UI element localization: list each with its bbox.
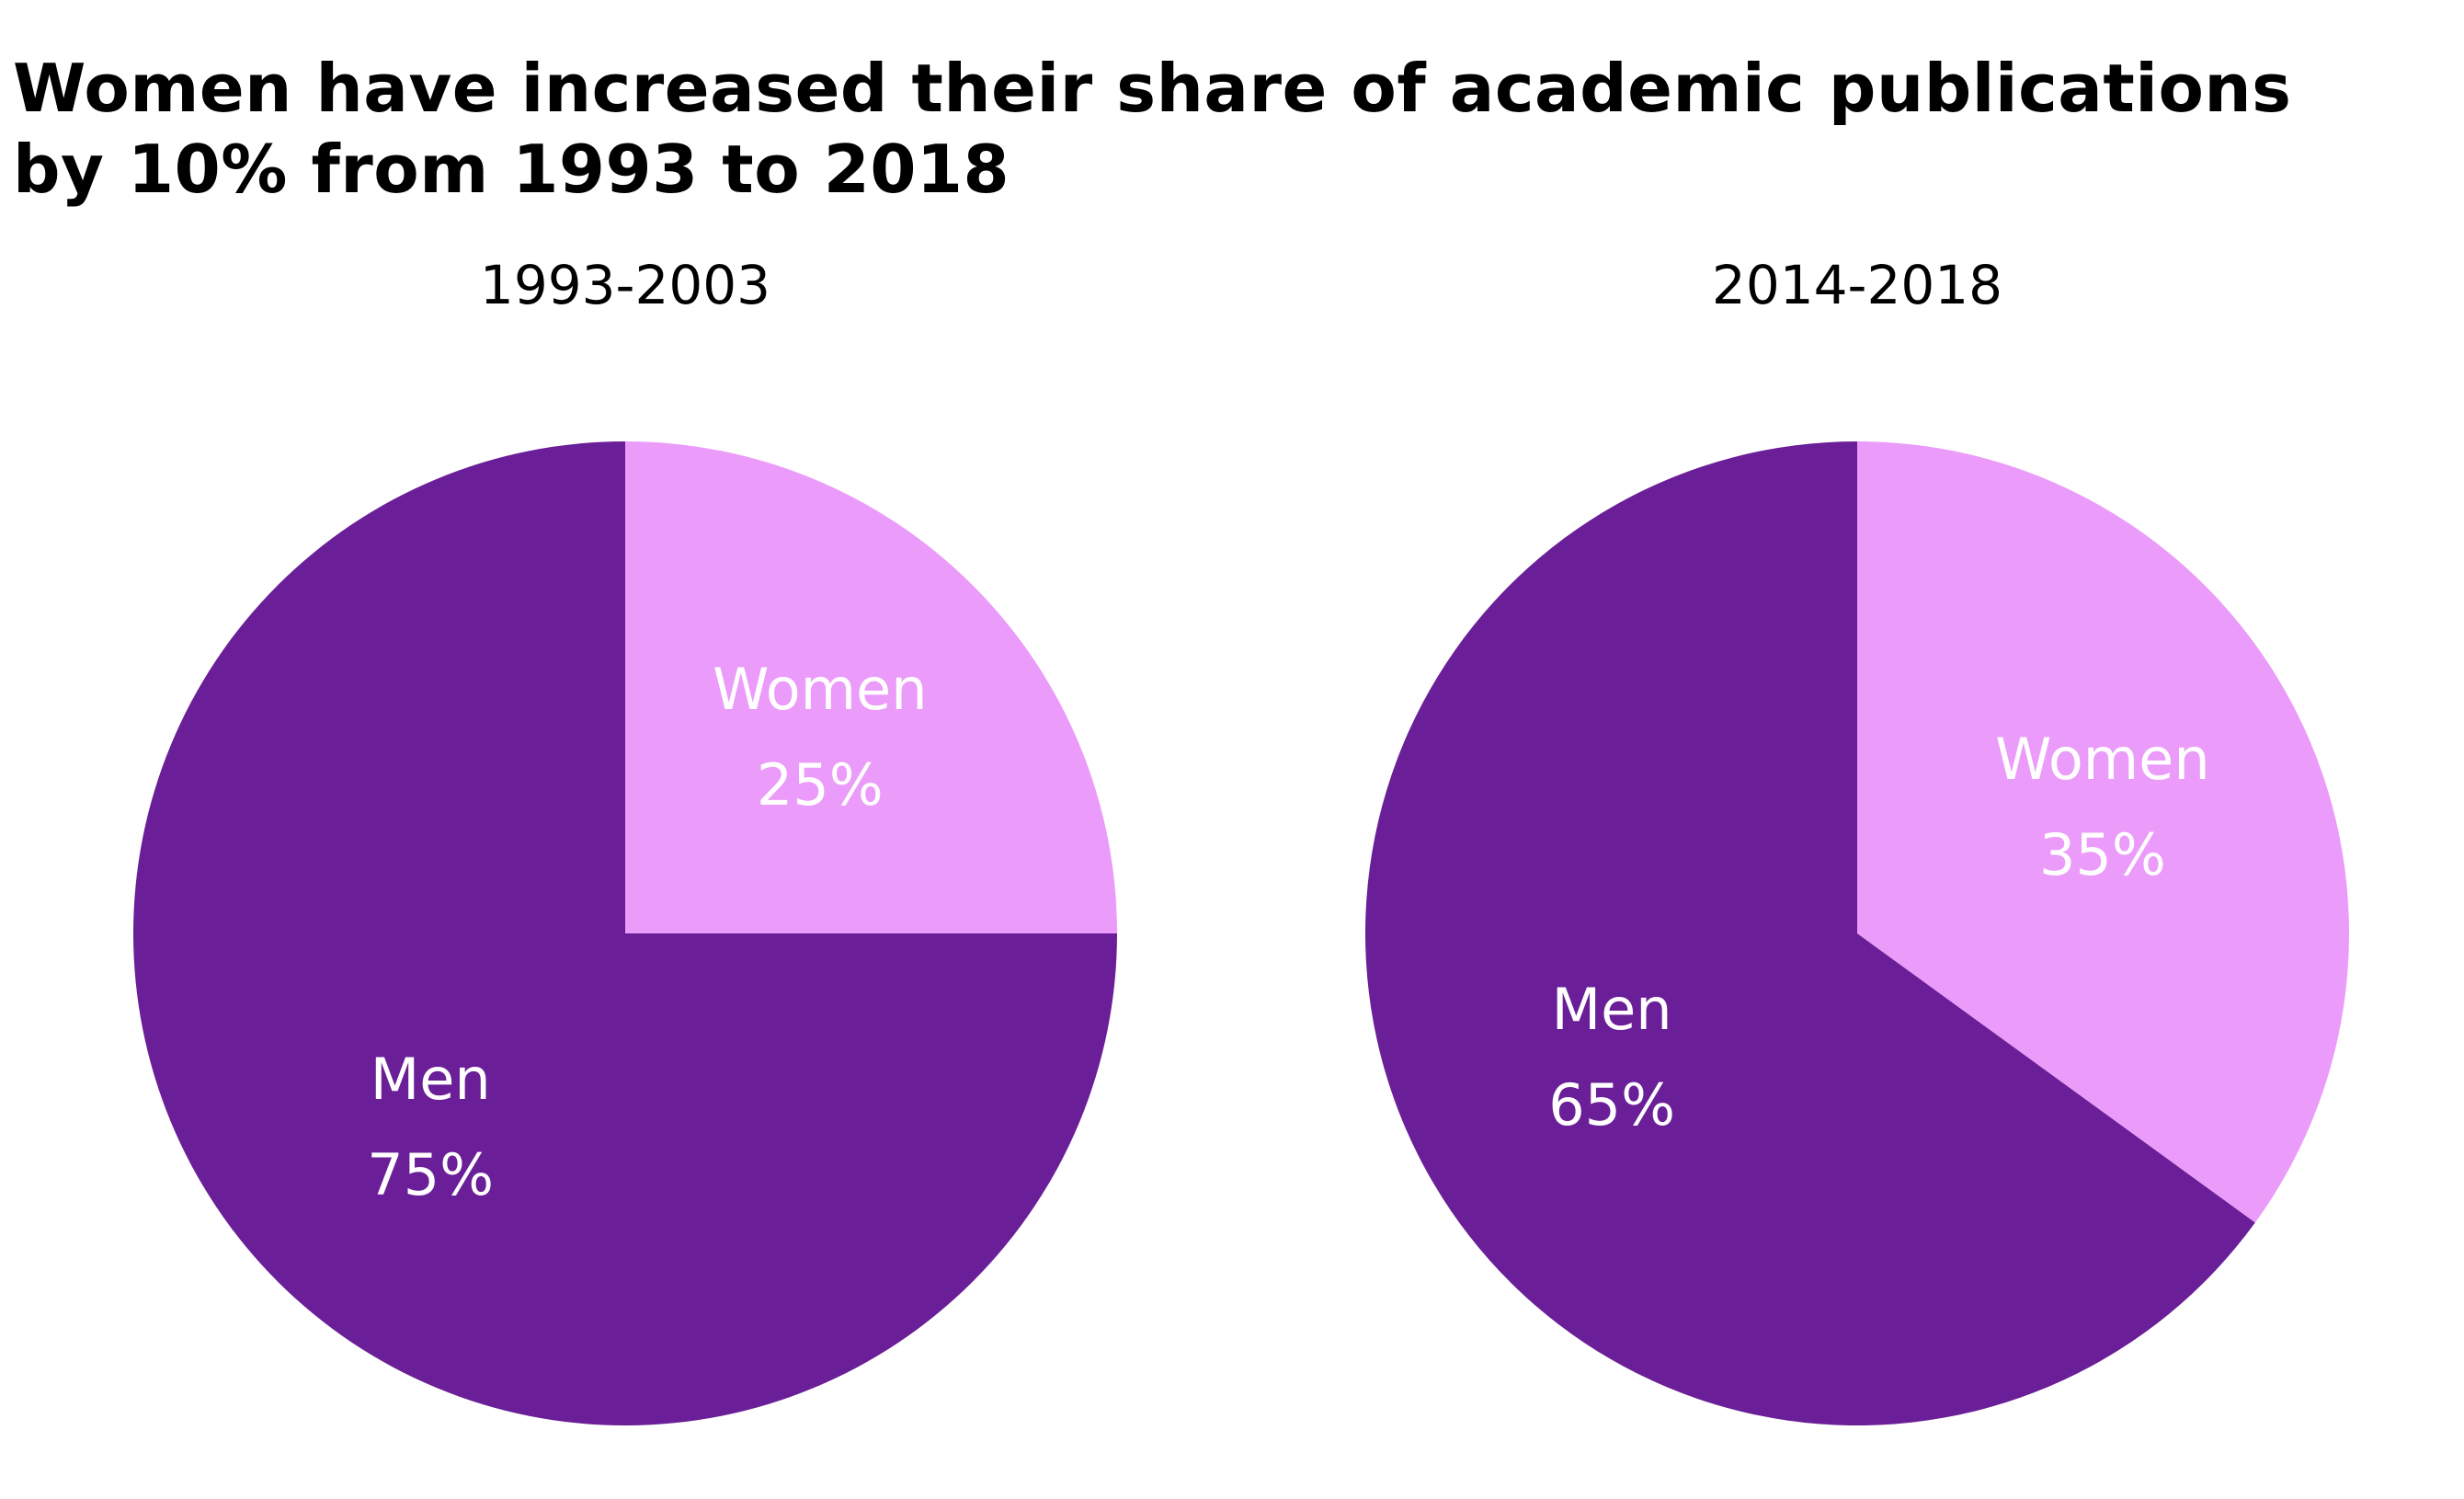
pie-slice-men [1364, 441, 2255, 1425]
slice-label-women: Women [1995, 726, 2209, 793]
pie-slice-women [625, 441, 1117, 933]
slice-value-men: 65% [1548, 1071, 1675, 1139]
page-title: Women have increased their share of acad… [13, 48, 2440, 210]
pie-slices: Women 25% Men 75% [133, 441, 1117, 1425]
slice-label-men: Men [371, 1046, 491, 1113]
pie-slice-men [133, 441, 1117, 1425]
slice-value-men: 75% [367, 1141, 494, 1208]
pie-slice-women [1857, 441, 2349, 1223]
chart-subtitle: 1993-2003 [480, 254, 770, 316]
slice-value-women: 25% [757, 751, 884, 818]
slice-label-women: Women [713, 656, 927, 723]
title-line-2: by 10% from 1993 to 2018 [13, 131, 1010, 208]
slice-value-women: 35% [2039, 821, 2166, 888]
pie-chart-1993-2003: 1993-2003 Women 25% Men 75% [133, 254, 1117, 1425]
pie-chart-2014-2018: 2014-2018 Women 35% Men 65% [1364, 254, 2349, 1425]
pie-slices: Women 35% Men 65% [1364, 441, 2349, 1425]
title-line-1: Women have increased their share of acad… [13, 50, 2292, 127]
chart-subtitle: 2014-2018 [1712, 254, 2002, 316]
slice-label-men: Men [1552, 976, 1672, 1043]
